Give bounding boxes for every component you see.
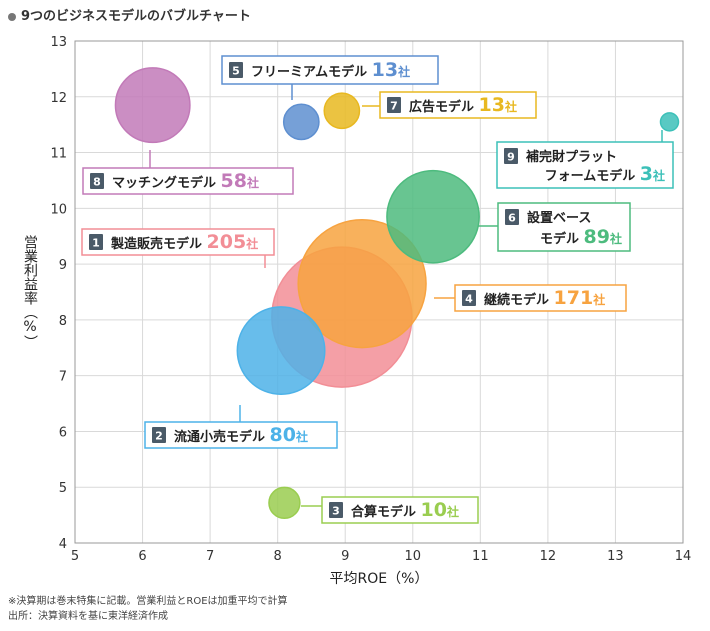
- bubble-label-7: 7 広告モデル 13社: [379, 91, 537, 119]
- number-badge: [387, 97, 401, 113]
- x-tick-label: 12: [540, 549, 557, 564]
- x-tick-label: 6: [138, 549, 146, 564]
- number-badge: [329, 502, 343, 518]
- bullet-icon: [8, 12, 16, 21]
- label-name-line-1: 補完財プラット: [525, 149, 617, 165]
- y-tick-label: 8: [59, 314, 67, 329]
- number-badge: [90, 173, 104, 189]
- label-box: [321, 496, 479, 524]
- number-badge-text: 2: [155, 430, 163, 443]
- bubble-9: [659, 112, 680, 132]
- bubble-8: [114, 67, 191, 144]
- bubble-2: [236, 306, 326, 396]
- label-box: [144, 421, 338, 449]
- y-tick-label: 9: [59, 258, 67, 273]
- axes: 5 6 7 8 9 10 11 12 13 1445678910111213平均ROE（%）営業利…: [22, 35, 691, 587]
- label-box: [496, 141, 674, 189]
- bubble-label-8: 8 マッチングモデル 58社: [82, 167, 294, 195]
- y-tick-label: 11: [50, 147, 67, 162]
- label-name: 合算モデル 10社: [351, 499, 459, 521]
- y-tick-label: 10: [50, 202, 67, 217]
- bubble-labels: 1 製造販売モデル 205社 2 流通小売モデル 80社 3 合算モデル 10社 4 継続モデ…: [81, 55, 674, 524]
- x-tick-label: 5: [71, 549, 79, 564]
- number-badge: [462, 290, 476, 306]
- bubble-4: [297, 218, 427, 349]
- label-box: [497, 202, 631, 252]
- x-tick-label: 8: [274, 549, 282, 564]
- label-name: マッチングモデル 58社: [112, 170, 259, 192]
- number-badge: [152, 427, 166, 443]
- label-name: フリーミアムモデル 13社: [251, 59, 410, 81]
- label-box: [82, 167, 294, 195]
- leader-lines: [149, 84, 663, 507]
- footnotes: ※決算期は巻末特集に記載。営業利益とROEは加重平均で計算 出所：決算資料を基に…: [8, 594, 288, 624]
- bubble-label-4: 4 継続モデル 171社: [454, 284, 627, 312]
- label-box: [379, 91, 537, 119]
- bubble-label-3: 3 合算モデル 10社: [321, 496, 479, 524]
- label-box: [81, 228, 275, 256]
- bubble-3: [268, 486, 301, 520]
- number-badge: [229, 62, 243, 78]
- x-tick-label: 10: [405, 549, 422, 564]
- chart-title: 9つのビジネスモデルのバブルチャート: [8, 5, 251, 24]
- label-name: 製造販売モデル 205社: [110, 231, 258, 253]
- label-name-line-2: フォームモデル 3社: [545, 163, 665, 185]
- y-tick-label: 6: [59, 425, 67, 440]
- label-name: 流通小売モデル 80社: [174, 424, 308, 446]
- x-tick-label: 14: [675, 549, 692, 564]
- label-box: [221, 55, 439, 85]
- number-badge: [504, 148, 518, 164]
- bubbles: [114, 67, 680, 520]
- bubble-7: [323, 92, 361, 130]
- y-tick-label: 7: [59, 370, 67, 385]
- y-tick-label: 13: [50, 35, 67, 50]
- bubble-label-1: 1 製造販売モデル 205社: [81, 228, 275, 256]
- label-name: 継続モデル 171社: [484, 287, 605, 309]
- number-badge-text: 7: [390, 100, 398, 113]
- bubble-6: [386, 169, 480, 264]
- x-tick-label: 11: [472, 549, 489, 564]
- number-badge-text: 5: [232, 65, 240, 78]
- y-tick-label: 5: [59, 481, 67, 496]
- x-tick-label: 9: [341, 549, 349, 564]
- chart-title-text: 9つのビジネスモデルのバブルチャート: [21, 9, 251, 24]
- number-badge: [89, 234, 103, 250]
- number-badge-text: 4: [465, 293, 473, 306]
- number-badge: [505, 209, 519, 225]
- number-badge-text: 8: [93, 176, 101, 189]
- footnote-method: ※決算期は巻末特集に記載。営業利益とROEは加重平均で計算: [8, 596, 288, 607]
- number-badge-text: 9: [507, 151, 515, 164]
- x-tick-label: 13: [607, 549, 624, 564]
- bubble-5: [282, 103, 320, 141]
- number-badge-text: 1: [92, 237, 100, 250]
- x-tick-label: 7: [206, 549, 214, 564]
- plot-frame: [74, 40, 684, 544]
- number-badge-text: 3: [332, 505, 340, 518]
- label-box: [454, 284, 627, 312]
- x-axis-label: 平均ROE（%）: [330, 571, 429, 587]
- bubble-label-2: 2 流通小売モデル 80社: [144, 421, 338, 449]
- number-badge-text: 6: [508, 212, 516, 225]
- y-axis-label: 営業利益率（%）: [22, 235, 38, 349]
- y-tick-label: 4: [59, 537, 67, 552]
- label-name: 広告モデル 13社: [409, 94, 517, 116]
- label-name-line-2: モデル 89社: [540, 226, 622, 248]
- y-tick-label: 12: [50, 91, 67, 106]
- label-name-line-1: 設置ベース: [527, 210, 591, 226]
- footnote-source: 出所：決算資料を基に東洋経済作成: [8, 611, 168, 622]
- bubble-label-5: 5 フリーミアムモデル 13社: [221, 55, 439, 85]
